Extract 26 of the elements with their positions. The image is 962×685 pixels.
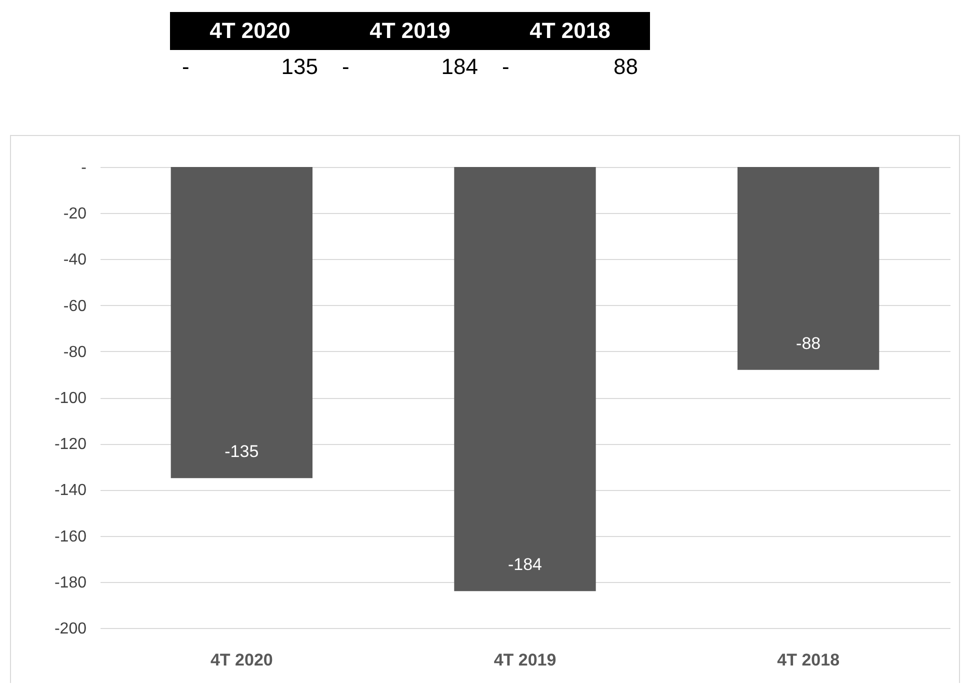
- y-tick-label: -20: [63, 206, 87, 223]
- data-label: -184: [508, 555, 542, 574]
- y-tick-label: -100: [54, 390, 87, 407]
- category-label: 4T 2019: [370, 18, 450, 43]
- data-label: -135: [224, 442, 259, 462]
- text: 184: [441, 54, 478, 80]
- y-tick-label: -60: [63, 298, 87, 315]
- x-tick-label: 4T 2018: [777, 650, 840, 670]
- y-tick-label: -180: [54, 574, 87, 592]
- y-tick-label: -: [81, 160, 86, 176]
- text: 88: [614, 54, 638, 80]
- text: -: [342, 54, 350, 80]
- x-tick-label: 4T 2020: [210, 650, 273, 670]
- y-tick-label: -200: [54, 620, 87, 638]
- y-tick-label: -80: [63, 344, 87, 361]
- text: 135: [281, 54, 318, 80]
- category-label: 4T 2020: [210, 18, 290, 43]
- category-label: 4T 2018: [530, 18, 610, 43]
- y-tick-label: -140: [54, 482, 87, 500]
- data-label: -88: [796, 334, 821, 353]
- y-tick-label: -160: [54, 528, 87, 546]
- text: -: [182, 54, 190, 80]
- y-tick-label: -120: [54, 436, 87, 454]
- x-tick-label: 4T 2019: [494, 650, 556, 670]
- y-tick-label: -40: [63, 252, 87, 269]
- text: -: [502, 54, 510, 80]
